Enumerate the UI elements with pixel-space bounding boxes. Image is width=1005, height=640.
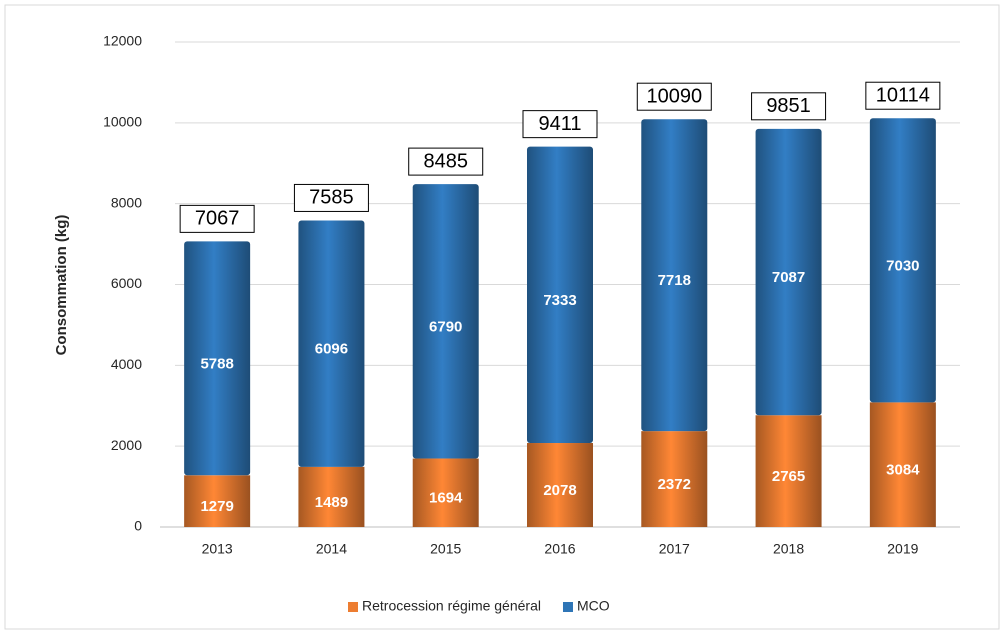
total-box xyxy=(408,147,484,176)
bar-segment xyxy=(412,184,479,459)
value-label: 6790 xyxy=(429,318,462,335)
bar-segment xyxy=(184,241,251,476)
bar-segment xyxy=(869,402,936,527)
y-tick-label: 0 xyxy=(134,518,142,534)
y-tick-label: 8000 xyxy=(111,194,142,210)
legend-swatch xyxy=(562,602,573,612)
bar-segment xyxy=(527,146,593,444)
chart-frame xyxy=(4,4,1000,630)
y-tick-label: 6000 xyxy=(111,275,142,291)
y-tick-label: 10000 xyxy=(103,114,142,130)
value-label: 2372 xyxy=(658,476,691,493)
x-tick-label: 2014 xyxy=(316,541,347,557)
y-tick-label: 4000 xyxy=(111,356,142,372)
value-label: 7030 xyxy=(886,257,919,274)
total-label: 7585 xyxy=(309,187,354,209)
bar-segment xyxy=(298,466,365,527)
total-box xyxy=(865,81,941,110)
total-box xyxy=(179,204,255,233)
value-label: 3084 xyxy=(886,462,920,479)
value-label: 5788 xyxy=(200,355,233,372)
total-box xyxy=(293,183,369,212)
value-label: 2078 xyxy=(543,482,576,499)
total-box xyxy=(636,82,712,111)
bar-segment xyxy=(184,475,251,527)
legend-label: MCO xyxy=(577,598,610,614)
y-tick-label: 2000 xyxy=(111,437,142,453)
x-tick-label: 2013 xyxy=(202,541,233,557)
total-label: 7067 xyxy=(195,208,240,230)
x-tick-label: 2015 xyxy=(430,541,461,557)
bar-segment xyxy=(869,118,936,403)
x-tick-label: 2019 xyxy=(887,541,918,557)
total-box xyxy=(522,110,598,139)
value-label: 2765 xyxy=(772,468,805,485)
y-axis-label: Consommation (kg) xyxy=(53,215,70,356)
total-label: 10090 xyxy=(646,85,702,107)
value-label: 7333 xyxy=(543,292,576,309)
total-label: 9411 xyxy=(538,113,581,135)
legend-label: Retrocession régime général xyxy=(362,598,541,614)
bar-segment xyxy=(298,220,365,467)
bar-segment xyxy=(755,128,822,416)
y-tick-label: 12000 xyxy=(103,33,142,49)
total-label: 9851 xyxy=(766,95,811,117)
bar-segment xyxy=(641,431,708,527)
x-tick-label: 2018 xyxy=(773,541,804,557)
bar-segment xyxy=(755,415,822,527)
total-box xyxy=(751,92,827,121)
value-label: 7718 xyxy=(658,272,691,289)
bar-segment xyxy=(412,458,479,527)
total-label: 10114 xyxy=(876,85,930,107)
value-label: 1489 xyxy=(315,494,348,511)
bar-segment xyxy=(527,443,593,527)
value-label: 7087 xyxy=(772,269,805,286)
x-tick-label: 2016 xyxy=(544,541,575,557)
bar-segment xyxy=(641,119,708,432)
value-label: 1694 xyxy=(429,490,463,507)
legend-swatch xyxy=(348,602,358,612)
x-tick-label: 2017 xyxy=(659,541,690,557)
value-label: 1279 xyxy=(200,498,233,515)
value-label: 6096 xyxy=(315,341,348,358)
total-label: 8485 xyxy=(423,150,468,172)
